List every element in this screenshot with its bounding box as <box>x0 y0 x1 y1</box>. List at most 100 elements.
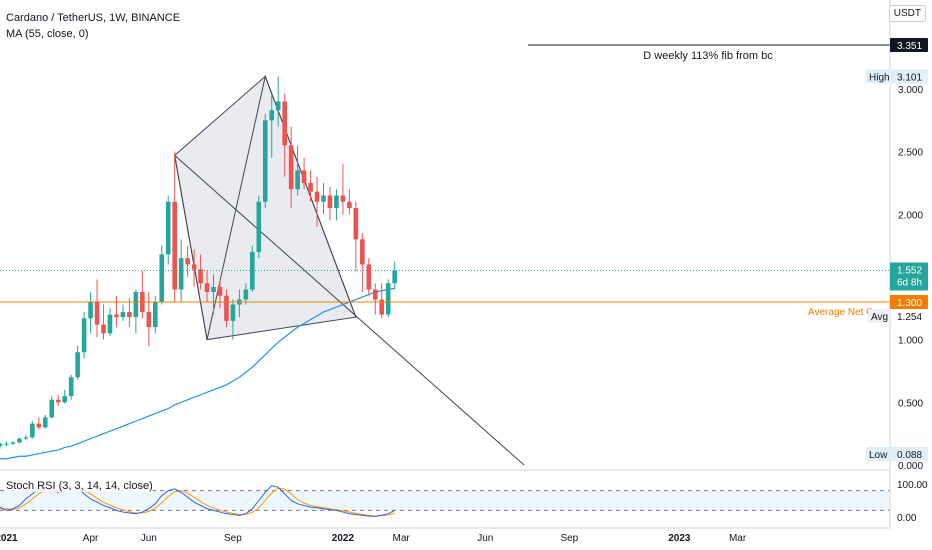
ma-legend[interactable]: MA (55, close, 0) <box>6 28 89 40</box>
candle-body <box>211 287 216 293</box>
ma-line <box>0 287 395 460</box>
candle-body <box>17 438 22 443</box>
candle-body <box>49 399 55 418</box>
candle-body <box>178 258 184 290</box>
candle-body <box>282 101 287 146</box>
time-tick-label: Mar <box>729 533 747 544</box>
high-label-bg <box>866 69 890 84</box>
stoch-tick-label: 0.00 <box>897 513 917 524</box>
pattern-extension-line <box>174 155 525 466</box>
candle-body <box>308 182 313 192</box>
stoch-band <box>0 490 890 511</box>
candle-body <box>165 201 171 255</box>
candle-body <box>55 399 61 403</box>
time-tick-label: Mar <box>393 533 411 544</box>
candle-body <box>334 195 339 209</box>
candle-body <box>81 318 87 353</box>
currency-button[interactable]: USDT <box>888 5 926 22</box>
low-value-bg <box>890 446 928 461</box>
candle-body <box>127 312 132 318</box>
low-label-bg <box>866 446 890 461</box>
candle-body <box>101 324 106 334</box>
last-price-tag: 1.552 <box>897 265 922 276</box>
avg-net-cost-label: Average Net Cost <box>808 307 887 318</box>
price-tick-label: 2.500 <box>898 148 923 159</box>
candle-body <box>68 377 74 397</box>
candle-body <box>230 304 236 321</box>
stoch-legend[interactable]: Stoch RSI (3, 3, 14, 14, close) <box>6 480 153 492</box>
stoch-tick-label: 100.00 <box>897 480 928 491</box>
candle-body <box>243 289 249 300</box>
low-value: 0.088 <box>897 450 922 461</box>
candle-body <box>198 269 203 284</box>
candle-body <box>372 289 378 300</box>
candle-body <box>217 287 223 296</box>
candle-body <box>146 312 152 328</box>
high-value: 3.101 <box>897 72 922 83</box>
candle-body <box>288 145 294 190</box>
candle-body <box>185 258 190 265</box>
candle-body <box>353 208 359 240</box>
price-tick-label: 2.000 <box>898 210 923 221</box>
avg-value-tag: 1.300 <box>897 298 922 309</box>
candle-body <box>23 437 29 439</box>
symbol-legend[interactable]: Cardano / TetherUS, 1W, BINANCE <box>6 12 181 24</box>
price-pane[interactable]: Average Net Cost D weekly 113% fib from b… <box>0 44 890 471</box>
candle-body <box>204 283 210 293</box>
avg-alt-label: Avg <box>871 312 888 323</box>
high-label: High <box>869 72 890 83</box>
candle-body <box>224 295 229 321</box>
high-value-bg <box>890 69 928 84</box>
price-tick-label: 1.000 <box>898 336 923 347</box>
candle-body <box>10 442 16 444</box>
fib-value-tag: 3.351 <box>897 41 922 52</box>
price-tick-label: 3.000 <box>898 85 923 96</box>
price-axis[interactable]: 3.0002.5002.0001.5001.0000.5000.0003.351… <box>866 0 932 550</box>
avg-alt-label-bg <box>868 308 890 323</box>
avg-value-tag-bg <box>890 295 928 310</box>
candle-body <box>295 170 300 190</box>
last-price-tag-bg <box>890 262 928 291</box>
candle-body <box>321 195 326 202</box>
candle-body <box>256 201 262 252</box>
candle-body <box>75 352 80 378</box>
price-tick-label: 0.000 <box>898 461 923 472</box>
time-tick-label: 2021 <box>0 533 18 544</box>
fib-value-tag-bg <box>890 37 928 52</box>
time-axis[interactable]: 2021 Apr Jun Sep 2022 Mar Jun Sep 2023 Mar <box>0 527 932 544</box>
candle-body <box>114 314 119 318</box>
candle-body <box>94 302 100 325</box>
time-tick-label: 2023 <box>668 533 691 544</box>
candle-body <box>269 110 275 121</box>
candle-body <box>88 302 93 319</box>
candle-body <box>340 195 346 202</box>
candle-body <box>133 292 139 318</box>
candle-body <box>262 120 268 202</box>
candle-body <box>385 283 391 315</box>
candle-body <box>314 191 320 202</box>
fib-level-note: D weekly 113% fib from bc <box>643 50 773 62</box>
candle-body <box>62 396 67 403</box>
candle-body <box>366 264 372 290</box>
time-tick-label: Jun <box>477 533 493 544</box>
time-tick-label: Jun <box>141 533 157 544</box>
candle-body <box>392 270 397 284</box>
candle-body <box>4 443 9 445</box>
candle-body <box>107 314 113 334</box>
avg-alt-value: 1.254 <box>897 312 922 323</box>
time-tick-label: 2022 <box>332 533 355 544</box>
candle-body <box>347 201 352 209</box>
candle-body <box>191 264 197 270</box>
candle-body <box>30 423 35 438</box>
candle-body <box>36 423 42 428</box>
countdown-label: 6d 8h <box>897 277 922 288</box>
candle-body <box>360 239 365 265</box>
candle-body <box>275 101 281 111</box>
candle-body <box>327 195 333 209</box>
time-tick-label: Sep <box>224 533 242 544</box>
candle-body <box>120 312 126 318</box>
time-tick-label: Apr <box>83 533 99 544</box>
candle-body <box>159 254 165 303</box>
low-label: Low <box>869 450 888 461</box>
